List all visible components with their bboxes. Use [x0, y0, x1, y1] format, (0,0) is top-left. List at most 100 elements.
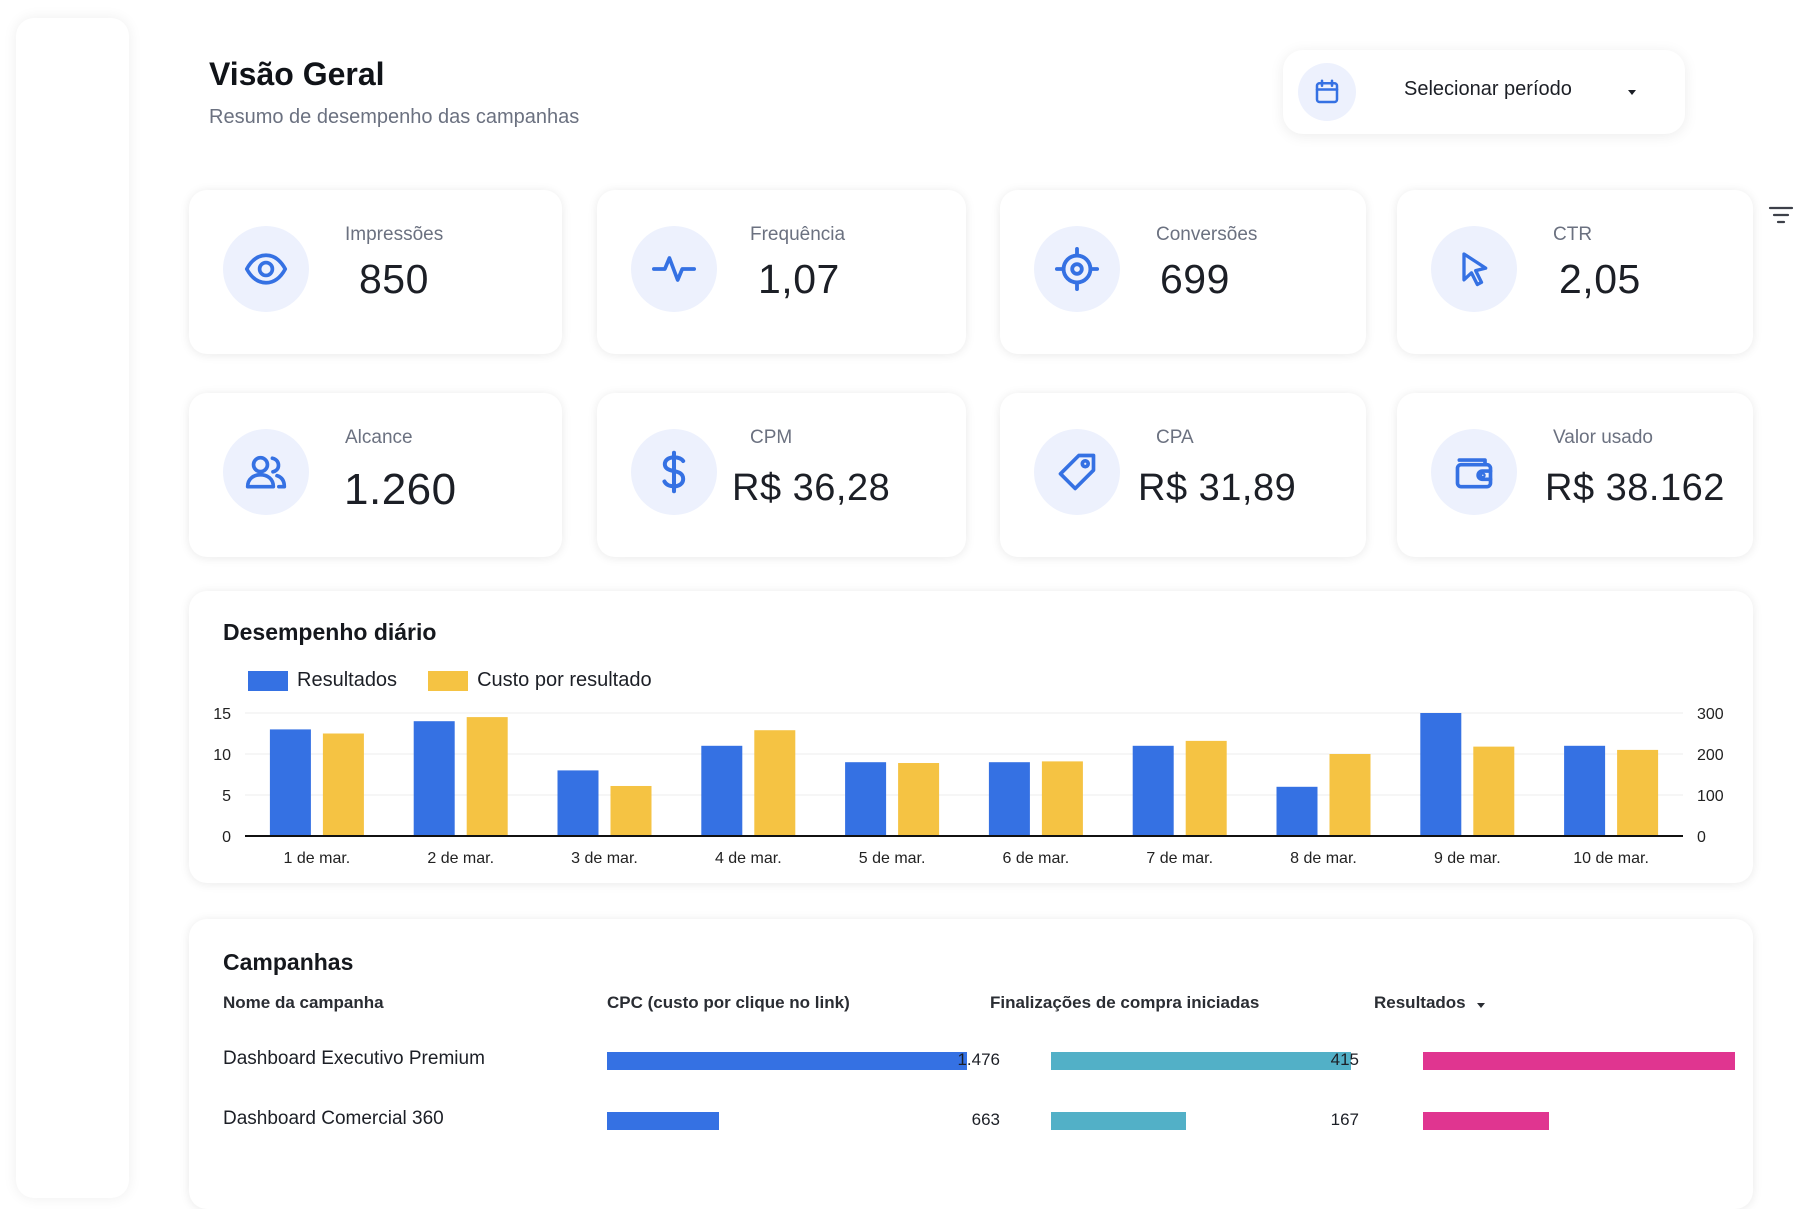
y-right-tick-label: 0: [1697, 829, 1706, 846]
eye-icon: [223, 226, 309, 312]
y-left-tick-label: 15: [213, 706, 231, 723]
legend-swatch-results: [248, 670, 288, 691]
column-header-cpc[interactable]: CPC (custo por clique no link): [607, 993, 850, 1012]
bar-results: [1132, 745, 1174, 836]
bar-cost-per-result: [1329, 754, 1371, 836]
bar-results: [1564, 745, 1606, 836]
kpi-label: CTR: [1553, 224, 1593, 245]
chart-legend: Resultados Custo por resultado: [248, 669, 683, 692]
bar-results: [413, 721, 455, 836]
y-right-tick-label: 300: [1697, 706, 1724, 723]
filter-icon[interactable]: [1768, 205, 1794, 230]
period-select[interactable]: Selecionar período: [1283, 50, 1685, 134]
kpi-label: Valor usado: [1553, 427, 1653, 448]
kpi-label: CPM: [750, 427, 793, 448]
bar-results: [988, 762, 1030, 836]
kpi-value: 2,05: [1559, 256, 1641, 302]
legend-item-results: Resultados: [248, 669, 397, 692]
kpi-label: Impressões: [345, 224, 444, 245]
table-title: Campanhas: [223, 949, 354, 975]
cpc-bar: [607, 1112, 719, 1130]
chart-title: Desempenho diário: [223, 619, 437, 645]
x-tick-label: 8 de mar.: [1290, 850, 1357, 867]
legend-label-results: Resultados: [297, 669, 398, 691]
kpi-value: 1.260: [344, 465, 457, 514]
kpi-card-cpm: CPM R$ 36,28: [597, 393, 966, 557]
y-left-tick-label: 10: [213, 747, 231, 764]
checkouts-value: 663: [971, 1110, 1000, 1129]
users-icon: [223, 429, 309, 515]
results-value: 415: [1330, 1050, 1359, 1069]
x-tick-label: 7 de mar.: [1146, 850, 1213, 867]
target-icon: [1034, 226, 1120, 312]
kpi-card-reach: Alcance 1.260: [189, 393, 562, 557]
x-tick-label: 2 de mar.: [427, 850, 494, 867]
x-tick-label: 10 de mar.: [1573, 850, 1649, 867]
kpi-value: R$ 31,89: [1138, 467, 1297, 509]
tag-icon: [1034, 429, 1120, 515]
kpi-label: Alcance: [345, 427, 413, 448]
results-bar: [1423, 1052, 1735, 1070]
y-left-tick-label: 5: [222, 788, 231, 805]
y-right-tick-label: 100: [1697, 788, 1724, 805]
bar-cost-per-result: [1041, 761, 1083, 836]
kpi-value: R$ 38.162: [1545, 467, 1725, 509]
daily-performance-card: 0 5 10 15 0 100 200 300 1 de mar. 2 de mar. 3 de m…: [189, 591, 1753, 883]
kpi-card-amount-spent: Valor usado R$ 38.162: [1397, 393, 1753, 557]
checkouts-bar: [1051, 1052, 1351, 1070]
y-left-tick-label: 0: [222, 829, 231, 846]
kpi-card-ctr: CTR 2,05: [1397, 190, 1753, 354]
bar-results: [269, 729, 311, 836]
campaigns-card: Campanhas Nome da campanha CPC (custo po…: [189, 919, 1753, 1209]
bar-cost-per-result: [466, 717, 508, 836]
column-header-checkouts[interactable]: Finalizações de compra iniciadas: [990, 993, 1260, 1012]
page-subtitle: Resumo de desempenho das campanhas: [209, 106, 580, 128]
kpi-value: R$ 36,28: [732, 467, 891, 509]
kpi-value: 850: [359, 256, 429, 302]
bar-results: [1420, 713, 1462, 836]
sort-desc-icon: [1476, 994, 1486, 1014]
x-tick-label: 6 de mar.: [1003, 850, 1070, 867]
kpi-card-conversions: Conversões 699: [1000, 190, 1366, 354]
x-tick-label: 5 de mar.: [859, 850, 926, 867]
x-tick-label: 9 de mar.: [1434, 850, 1501, 867]
legend-label-cost: Custo por resultado: [477, 669, 652, 691]
checkouts-value: 1.476: [957, 1050, 1000, 1069]
calendar-icon: [1298, 63, 1356, 121]
x-tick-label: 3 de mar.: [571, 850, 638, 867]
kpi-label: Frequência: [750, 224, 846, 245]
kpi-card-impressions: Impressões 850: [189, 190, 562, 354]
bar-cost-per-result: [1185, 740, 1227, 836]
bar-results: [557, 770, 599, 836]
column-header-results-label: Resultados: [1374, 993, 1466, 1012]
daily-performance-chart: 0 5 10 15 0 100 200 300 1 de mar. 2 de mar. 3 de m…: [213, 706, 1724, 867]
kpi-label: Conversões: [1156, 224, 1258, 245]
x-tick-label: 4 de mar.: [715, 850, 782, 867]
campaign-name: Dashboard Comercial 360: [223, 1108, 444, 1129]
y-right-tick-label: 200: [1697, 747, 1724, 764]
bar-cost-per-result: [1473, 746, 1515, 836]
activity-icon: [631, 226, 717, 312]
column-header-results[interactable]: Resultados: [1374, 993, 1486, 1014]
bar-results: [701, 745, 743, 836]
kpi-card-cpa: CPA R$ 31,89: [1000, 393, 1366, 557]
bar-results: [845, 762, 887, 836]
legend-item-cost: Custo por resultado: [428, 669, 652, 692]
chevron-down-icon: [1626, 84, 1638, 102]
kpi-label: CPA: [1156, 427, 1194, 448]
cpc-bar: [607, 1052, 967, 1070]
cursor-icon: [1431, 226, 1517, 312]
bar-cost-per-result: [610, 785, 652, 836]
kpi-value: 1,07: [758, 256, 840, 302]
results-bar: [1423, 1112, 1549, 1130]
bar-cost-per-result: [754, 730, 796, 836]
sidebar: [16, 18, 129, 1198]
bar-cost-per-result: [898, 763, 940, 836]
wallet-icon: [1431, 429, 1517, 515]
column-header-campaign-name[interactable]: Nome da campanha: [223, 993, 384, 1012]
page-title: Visão Geral: [209, 56, 385, 92]
campaign-name: Dashboard Executivo Premium: [223, 1048, 485, 1069]
legend-swatch-cost: [428, 670, 469, 691]
period-select-label: Selecionar período: [1404, 78, 1572, 100]
x-tick-label: 1 de mar.: [284, 850, 351, 867]
